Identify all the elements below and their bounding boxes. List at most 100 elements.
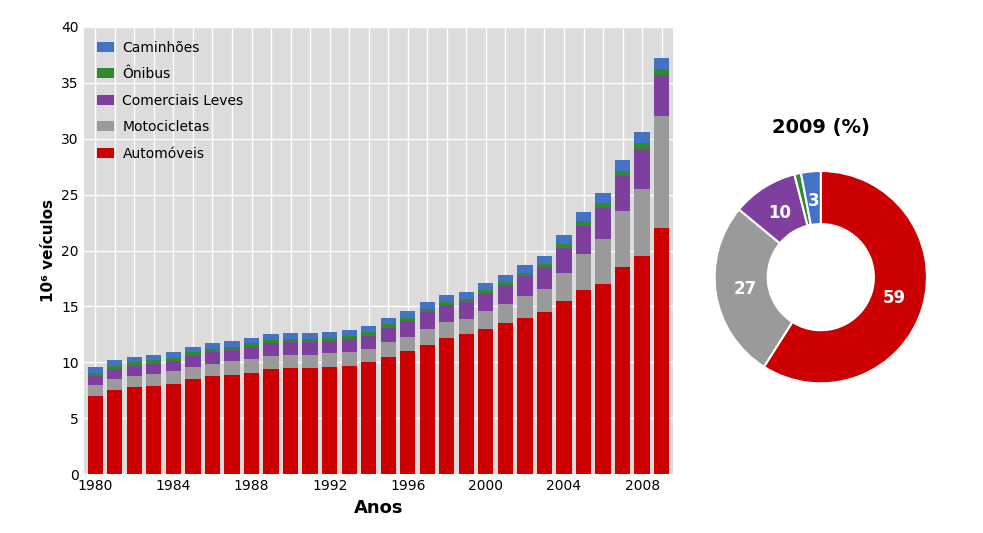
Bar xyxy=(107,360,123,366)
Bar xyxy=(400,318,416,321)
Bar xyxy=(420,344,434,474)
Bar xyxy=(615,212,630,268)
Bar xyxy=(361,326,376,332)
Bar xyxy=(420,312,434,329)
Bar xyxy=(244,373,260,474)
Bar xyxy=(146,364,161,374)
Bar xyxy=(166,358,181,361)
Bar xyxy=(596,204,610,208)
Bar xyxy=(654,228,669,474)
Bar xyxy=(634,143,650,149)
Bar xyxy=(146,374,161,386)
Bar xyxy=(596,208,610,239)
Bar xyxy=(204,343,220,349)
Bar xyxy=(107,379,123,390)
Bar xyxy=(400,337,416,351)
Bar xyxy=(341,330,357,336)
Bar xyxy=(361,349,376,362)
Bar xyxy=(576,226,591,254)
Bar xyxy=(479,283,493,290)
Bar xyxy=(420,302,434,309)
Bar xyxy=(439,305,454,322)
Bar xyxy=(654,58,669,69)
Bar xyxy=(537,312,552,474)
Bar xyxy=(224,341,240,347)
Bar xyxy=(224,347,240,350)
Bar xyxy=(283,339,298,342)
Bar xyxy=(263,343,278,356)
Bar xyxy=(634,189,650,256)
Bar xyxy=(654,69,669,75)
Bar xyxy=(380,357,396,474)
Bar xyxy=(166,372,181,384)
Bar xyxy=(303,333,318,339)
Bar xyxy=(244,359,260,373)
Bar xyxy=(596,284,610,474)
Bar xyxy=(537,256,552,264)
Legend: Caminhões, Ônibus, Comerciais Leves, Motocicletas, Automóveis: Caminhões, Ônibus, Comerciais Leves, Mot… xyxy=(90,34,251,167)
Bar xyxy=(576,290,591,474)
Bar xyxy=(283,342,298,354)
Bar xyxy=(615,175,630,211)
Bar xyxy=(303,342,318,354)
Bar xyxy=(303,368,318,474)
Bar xyxy=(263,369,278,474)
Bar xyxy=(400,351,416,474)
Bar xyxy=(654,116,669,228)
Bar xyxy=(186,352,201,356)
Wedge shape xyxy=(794,173,811,226)
Bar xyxy=(380,328,396,342)
Bar xyxy=(322,341,337,353)
Bar xyxy=(497,285,513,304)
Bar xyxy=(322,367,337,474)
Bar xyxy=(497,282,513,285)
Bar xyxy=(459,302,474,319)
Bar xyxy=(303,354,318,368)
Bar xyxy=(420,309,434,312)
Title: 2009 (%): 2009 (%) xyxy=(772,118,870,138)
Bar xyxy=(107,369,123,379)
Bar xyxy=(87,396,103,474)
Bar xyxy=(263,340,278,343)
Bar xyxy=(87,373,103,376)
Bar xyxy=(283,368,298,474)
Bar xyxy=(322,338,337,341)
Bar xyxy=(146,354,161,360)
Bar xyxy=(596,193,610,204)
Bar xyxy=(576,213,591,221)
Bar xyxy=(283,354,298,368)
Bar xyxy=(517,265,533,273)
Bar xyxy=(479,311,493,329)
Bar xyxy=(634,256,650,474)
Bar xyxy=(244,347,260,359)
Bar xyxy=(204,349,220,352)
Bar xyxy=(537,268,552,288)
Bar xyxy=(263,356,278,369)
Bar xyxy=(127,387,142,474)
Bar xyxy=(244,343,260,347)
Bar xyxy=(459,335,474,474)
Bar xyxy=(166,384,181,474)
Bar xyxy=(204,364,220,376)
Bar xyxy=(517,296,533,318)
Bar xyxy=(341,366,357,474)
Bar xyxy=(204,376,220,474)
Bar xyxy=(186,347,201,352)
Text: 10: 10 xyxy=(769,204,791,222)
Bar xyxy=(497,323,513,474)
Bar xyxy=(361,362,376,474)
Bar xyxy=(634,132,650,143)
Bar xyxy=(556,273,571,301)
Bar xyxy=(224,361,240,375)
Bar xyxy=(400,311,416,318)
Bar xyxy=(224,375,240,474)
Bar xyxy=(244,338,260,343)
Bar xyxy=(263,335,278,340)
Bar xyxy=(596,239,610,284)
X-axis label: Anos: Anos xyxy=(354,499,403,517)
Bar xyxy=(576,221,591,226)
Bar xyxy=(517,276,533,296)
Bar xyxy=(361,336,376,349)
Bar xyxy=(127,362,142,366)
Bar xyxy=(400,321,416,337)
